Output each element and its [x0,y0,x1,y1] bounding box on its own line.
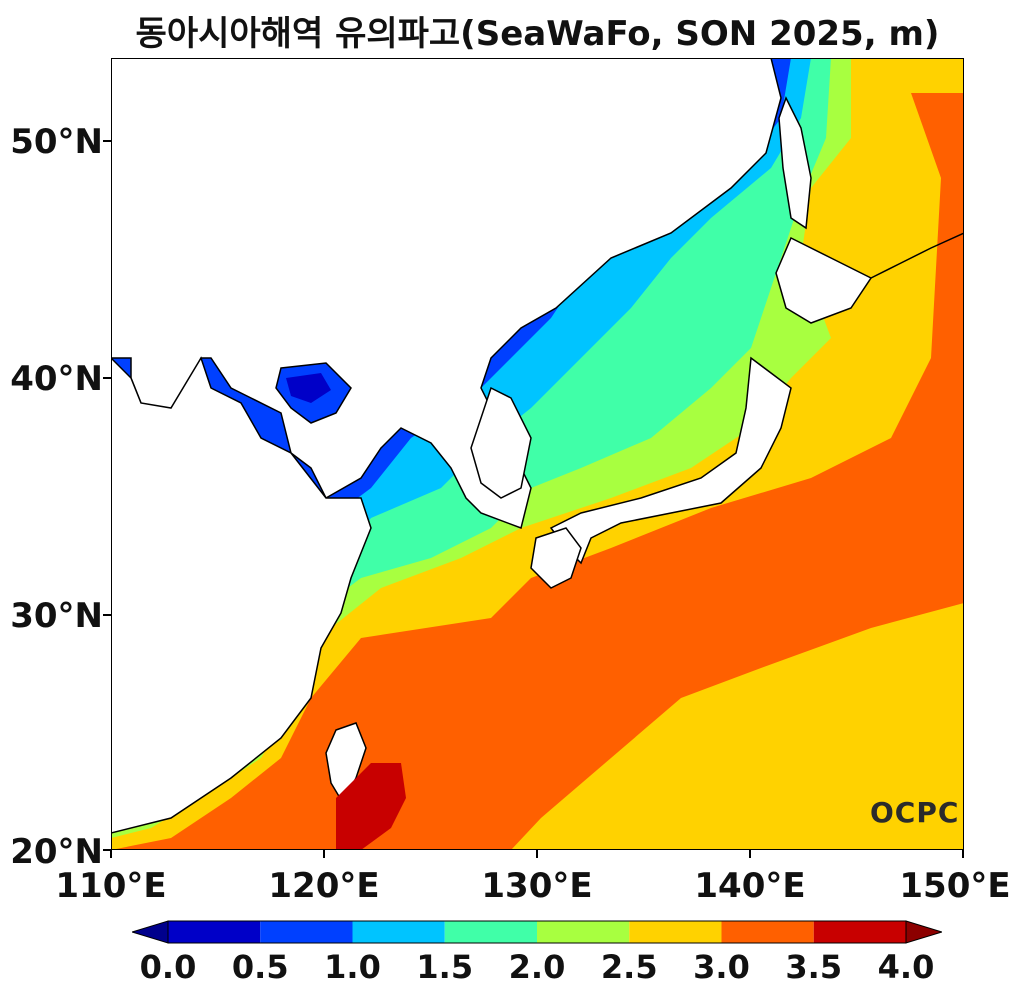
colorbar-label: 2.0 [508,948,566,986]
colorbar-segment [352,921,445,943]
colorbar-segment [260,921,353,943]
land-hokkaido [775,236,873,324]
x-tick-110 [110,850,112,858]
colorbar-label: 3.5 [785,948,843,986]
land-sakhalin [778,96,812,230]
y-tick-50 [103,140,111,142]
colorbar [132,920,942,944]
colorbar-label: 1.0 [324,948,381,986]
colorbar-label: 3.0 [693,948,750,986]
x-tick-130 [536,850,538,858]
band-3.5-4 [336,763,406,850]
map-title: 동아시아해역 유의파고(SeaWaFo, SON 2025, m) [135,14,940,54]
colorbar-segment [537,921,630,943]
colorbar-segment [629,921,722,943]
map-panel [111,58,964,850]
y-tick-30 [103,614,111,616]
colorbar-over-arrow [905,920,942,944]
colorbar-label: 0.5 [231,948,289,986]
land-korea-south [470,386,532,499]
y-tick-20 [103,849,111,851]
sea-bohai-deep [286,373,331,403]
x-tick-label-140: 140°E [694,866,806,906]
x-tick-120 [323,850,325,858]
colorbar-segment [444,921,537,943]
x-tick-label-110: 110°E [55,866,167,906]
x-tick-label-120: 120°E [268,866,380,906]
colorbar-label: 1.5 [416,948,474,986]
colorbar-label: 4.0 [877,948,935,986]
y-tick-label-40: 40°N [10,359,103,399]
colorbar-segment [721,921,814,943]
colorbar-segment [168,921,261,943]
wave-height-map [111,58,964,850]
y-tick-label-50: 50°N [10,122,103,162]
y-tick-label-30: 30°N [10,596,103,636]
x-tick-label-150: 150°E [899,866,1011,906]
ocpc-logo: OCPC [870,796,960,829]
colorbar-label: 0.0 [139,948,197,986]
band-2.5-3-south [511,603,964,850]
land-kyushu [530,527,582,589]
y-tick-40 [103,377,111,379]
x-tick-150 [962,850,964,858]
land-japan [549,356,792,565]
y-tick-label-20: 20°N [10,832,103,872]
colorbar-under-arrow [132,920,169,944]
land-china-coast [111,356,372,834]
colorbar-label: 2.5 [600,948,658,986]
colorbar-segment [813,921,906,943]
x-tick-140 [749,850,751,858]
x-tick-label-130: 130°E [481,866,593,906]
colorbar-border [167,920,907,944]
land-kuril [870,232,964,279]
